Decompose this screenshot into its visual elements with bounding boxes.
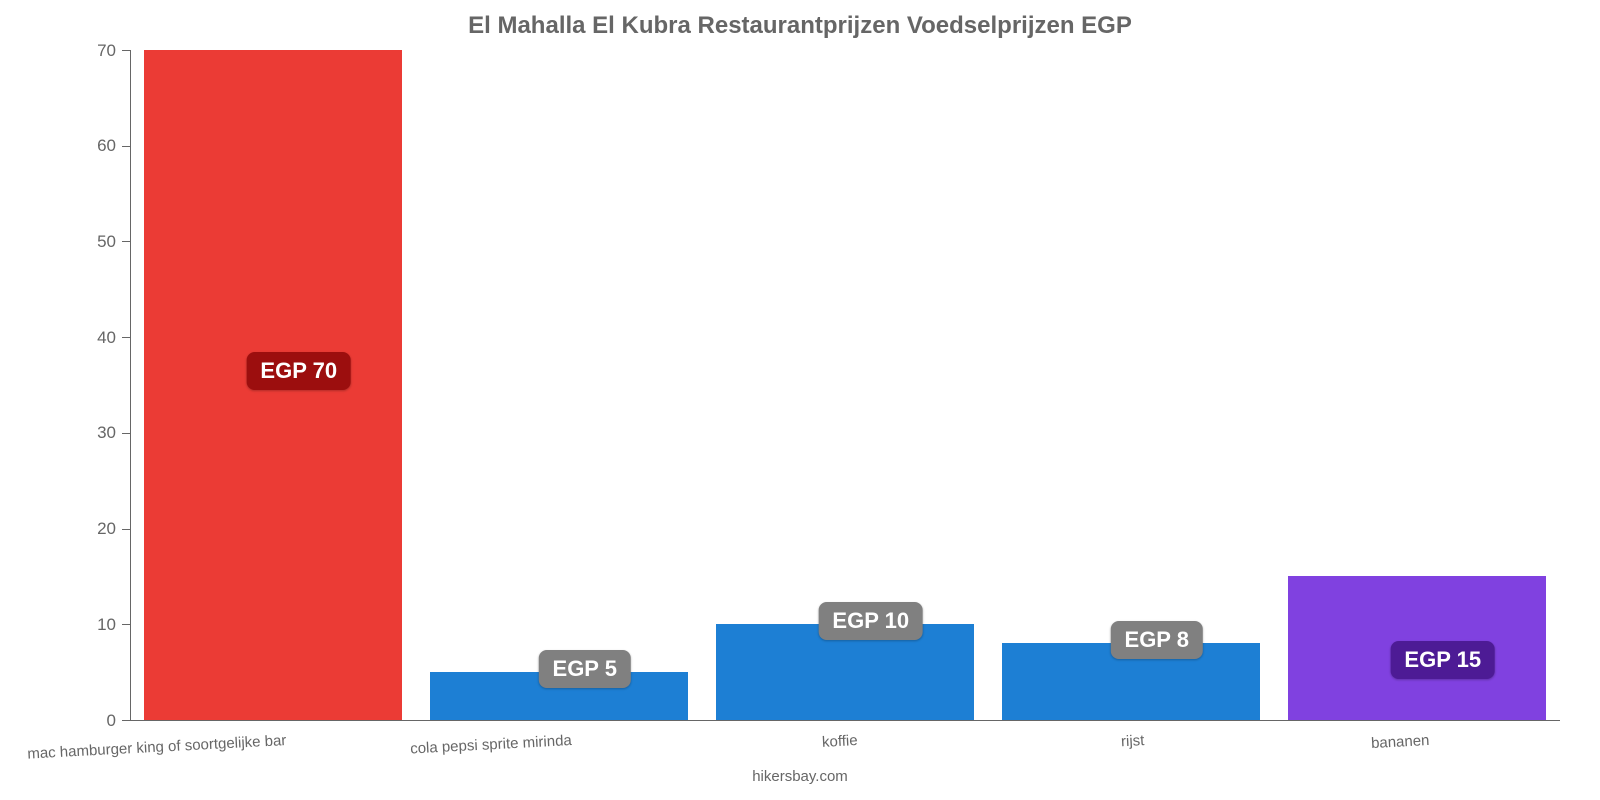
y-tick-label: 10 [56,615,116,635]
y-axis [130,50,131,720]
value-badge: EGP 8 [1111,621,1203,659]
bar-chart: El Mahalla El Kubra Restaurantprijzen Vo… [0,0,1600,800]
y-tick-mark [122,720,130,721]
y-tick-label: 30 [56,423,116,443]
y-tick-label: 0 [56,711,116,731]
chart-title: El Mahalla El Kubra Restaurantprijzen Vo… [0,12,1600,40]
y-tick-label: 20 [56,519,116,539]
category-label: koffie [822,732,858,751]
category-label: mac hamburger king of soortgelijke bar [26,732,286,763]
category-label: bananen [1371,732,1430,752]
y-tick-mark [122,146,130,147]
y-tick-mark [122,337,130,338]
category-label: rijst [1120,732,1144,750]
y-tick-label: 60 [56,136,116,156]
y-tick-mark [122,241,130,242]
value-badge: EGP 15 [1390,641,1495,679]
value-badge: EGP 5 [539,650,631,688]
attribution-text: hikersbay.com [0,768,1600,785]
y-tick-mark [122,624,130,625]
y-tick-label: 70 [56,41,116,61]
y-tick-label: 50 [56,232,116,252]
y-tick-mark [122,433,130,434]
value-badge: EGP 70 [246,352,351,390]
x-axis [130,720,1560,721]
category-label: cola pepsi sprite mirinda [410,732,572,757]
y-tick-mark [122,529,130,530]
y-tick-label: 40 [56,328,116,348]
y-tick-mark [122,50,130,51]
plot-area: 010203040506070EGP 70mac hamburger king … [130,50,1560,720]
value-badge: EGP 10 [818,602,923,640]
